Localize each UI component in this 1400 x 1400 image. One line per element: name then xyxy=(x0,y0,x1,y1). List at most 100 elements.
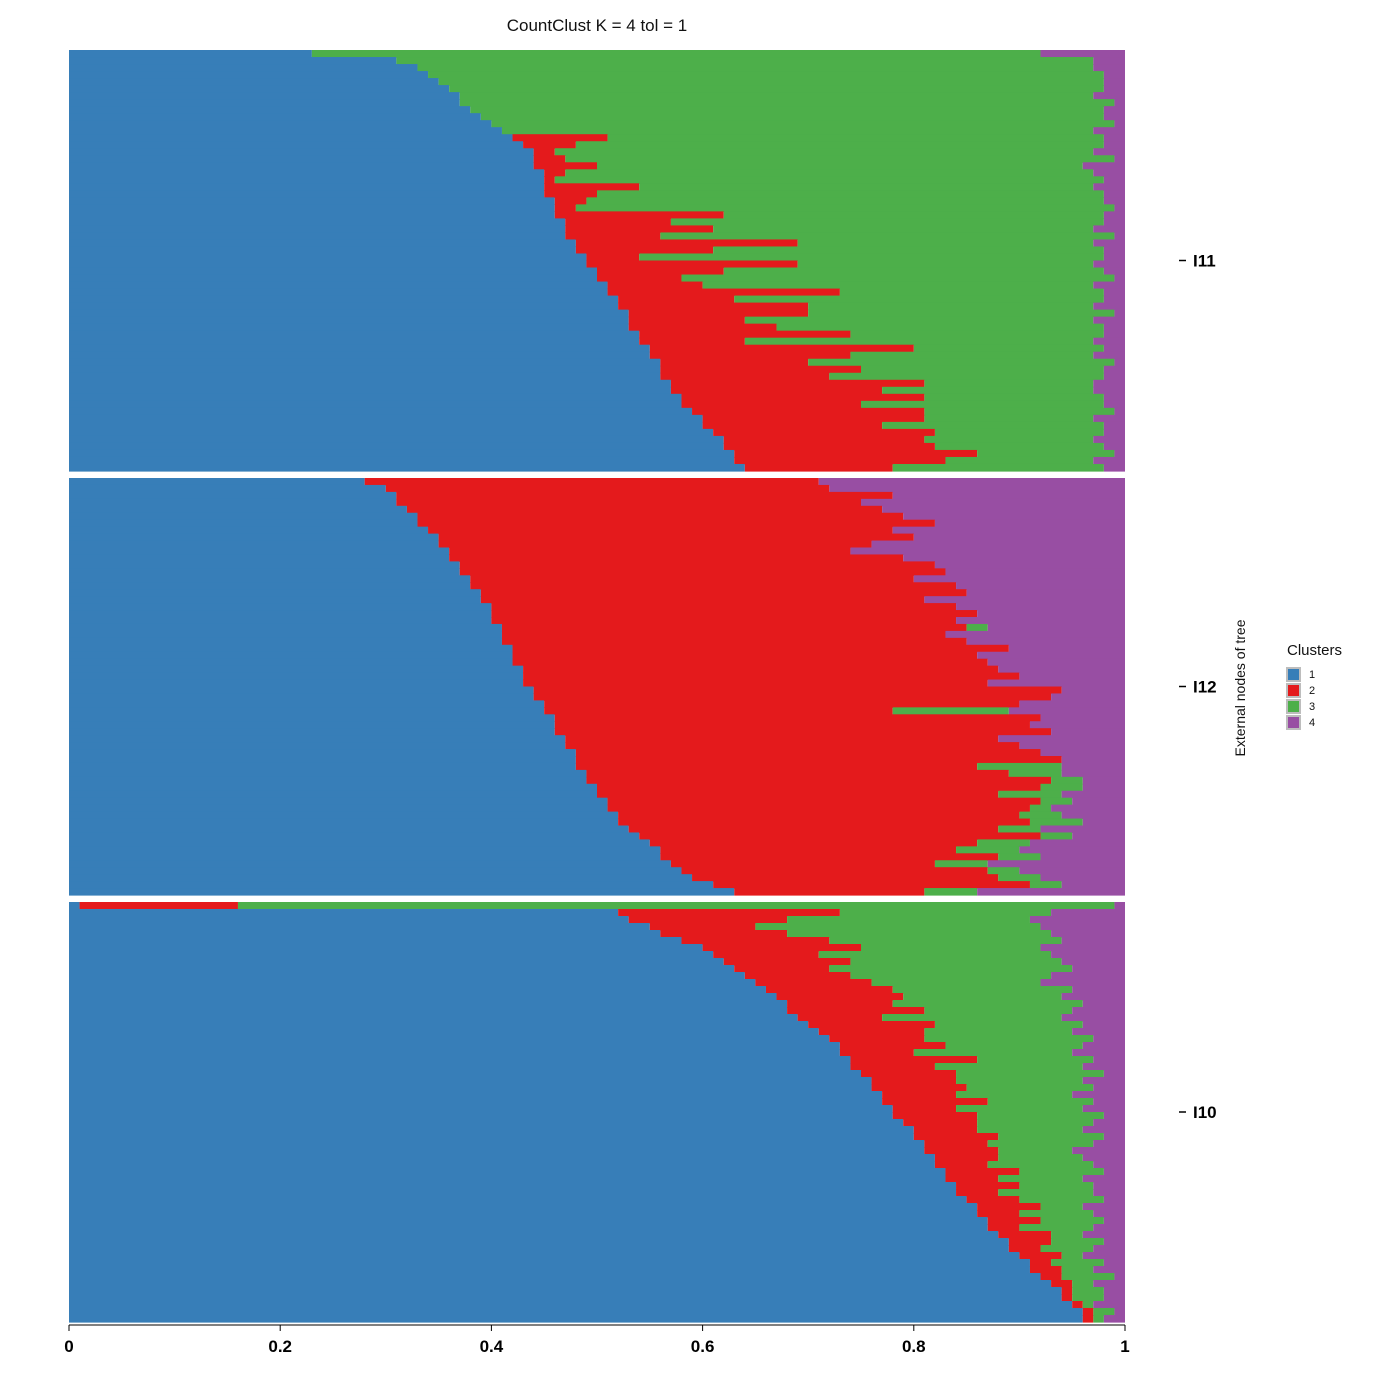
bar-segment-cluster-1 xyxy=(69,1266,1030,1274)
bar-segment-cluster-4 xyxy=(1051,972,1125,980)
bar-segment-cluster-4 xyxy=(1040,874,1125,882)
bar-segment-cluster-4 xyxy=(1103,1070,1125,1078)
bar-segment-cluster-4 xyxy=(1093,1224,1125,1232)
bar-segment-cluster-2 xyxy=(501,637,967,646)
bar-segment-cluster-3 xyxy=(1082,1301,1094,1309)
bar-segment-cluster-1 xyxy=(69,449,735,458)
bar-segment-cluster-3 xyxy=(934,1063,1083,1071)
legend-swatch-2 xyxy=(1288,685,1299,696)
bar-segment-cluster-3 xyxy=(1029,818,1083,827)
bar-segment-cluster-2 xyxy=(734,965,830,973)
bar-segment-cluster-4 xyxy=(998,665,1125,674)
bar-segment-cluster-3 xyxy=(998,853,1041,861)
bar-segment-cluster-2 xyxy=(512,134,608,142)
bar-segment-cluster-1 xyxy=(69,1217,988,1225)
bar-segment-cluster-2 xyxy=(839,1049,914,1057)
bar-segment-cluster-4 xyxy=(1093,414,1125,423)
bar-segment-cluster-4 xyxy=(1114,407,1125,416)
legend-label-1: 1 xyxy=(1309,669,1315,681)
bar-segment-cluster-2 xyxy=(586,769,1009,778)
bar-segment-cluster-1 xyxy=(69,1231,999,1239)
bar-segment-cluster-1 xyxy=(69,1007,788,1015)
bar-segment-cluster-2 xyxy=(533,686,1062,695)
bar-segment-cluster-4 xyxy=(829,484,1125,493)
bar-segment-cluster-3 xyxy=(1019,1224,1094,1232)
bar-segment-cluster-2 xyxy=(956,1189,999,1197)
bar-segment-cluster-2 xyxy=(586,776,1052,785)
bar-segment-cluster-3 xyxy=(924,435,1094,444)
bar-segment-cluster-2 xyxy=(628,316,745,325)
bar-segment-cluster-4 xyxy=(1093,386,1125,395)
bar-segment-cluster-2 xyxy=(702,421,883,430)
bar-segment-cluster-1 xyxy=(69,134,513,142)
bar-segment-cluster-3 xyxy=(945,456,1094,465)
bar-segment-cluster-4 xyxy=(1029,839,1125,847)
bar-segment-cluster-1 xyxy=(69,714,555,722)
bar-segment-cluster-2 xyxy=(512,644,1009,653)
bar-segment-cluster-2 xyxy=(713,428,935,437)
bar-segment-cluster-2 xyxy=(565,742,1020,750)
bar-segment-cluster-3 xyxy=(945,1042,1083,1050)
bar-segment-cluster-4 xyxy=(1114,1273,1125,1281)
bar-segment-cluster-4 xyxy=(903,554,1125,562)
bar-segment-cluster-1 xyxy=(69,923,650,931)
bar-segment-cluster-4 xyxy=(1082,1021,1125,1029)
bar-segment-cluster-3 xyxy=(491,120,1115,128)
bar-segment-cluster-1 xyxy=(69,630,502,639)
bar-segment-cluster-4 xyxy=(1072,797,1125,806)
bar-segment-cluster-2 xyxy=(977,1210,1020,1218)
bar-segment-cluster-4 xyxy=(882,505,1125,514)
bar-segment-cluster-1 xyxy=(69,505,407,514)
bar-segment-cluster-4 xyxy=(1082,1000,1125,1008)
bar-segment-cluster-2 xyxy=(639,330,851,339)
bar-segment-cluster-1 xyxy=(69,379,671,388)
bar-segment-cluster-3 xyxy=(966,623,988,632)
bar-segment-cluster-3 xyxy=(1029,804,1052,813)
bar-segment-cluster-3 xyxy=(998,874,1041,882)
bar-segment-cluster-1 xyxy=(69,1175,946,1183)
bar-segment-cluster-1 xyxy=(69,78,439,86)
x-tick-label: 0.8 xyxy=(902,1337,926,1356)
bar-segment-cluster-1 xyxy=(69,735,566,743)
bar-segment-cluster-4 xyxy=(1103,344,1125,353)
bar-segment-cluster-1 xyxy=(69,512,418,521)
bar-segment-cluster-4 xyxy=(1093,64,1125,72)
bar-segment-cluster-3 xyxy=(1061,1266,1094,1274)
bar-segment-cluster-2 xyxy=(512,658,988,667)
bar-segment-cluster-2 xyxy=(1019,1252,1062,1260)
bar-segment-cluster-2 xyxy=(533,155,566,163)
bar-segment-cluster-2 xyxy=(713,881,1030,889)
bar-segment-cluster-2 xyxy=(660,853,999,861)
bar-segment-cluster-2 xyxy=(544,700,1020,708)
bar-segment-cluster-4 xyxy=(1103,71,1125,79)
bar-segment-cluster-1 xyxy=(69,1224,988,1232)
bar-segment-cluster-1 xyxy=(69,700,545,708)
bar-segment-cluster-1 xyxy=(69,92,460,100)
bar-segment-cluster-1 xyxy=(69,169,545,177)
bar-segment-cluster-1 xyxy=(69,986,766,994)
bar-segment-cluster-2 xyxy=(660,365,861,374)
bar-segment-cluster-1 xyxy=(69,776,587,785)
bar-segment-cluster-2 xyxy=(575,749,1041,757)
bar-segment-cluster-2 xyxy=(544,183,640,191)
bar-segment-cluster-1 xyxy=(69,1063,851,1071)
bar-segment-cluster-1 xyxy=(69,372,661,381)
bar-segment-cluster-2 xyxy=(649,344,914,353)
bar-segment-cluster-1 xyxy=(69,658,513,667)
bar-segment-cluster-3 xyxy=(829,965,1073,973)
bar-segment-cluster-2 xyxy=(871,1084,967,1092)
bar-segment-cluster-2 xyxy=(491,603,957,611)
bar-segment-cluster-1 xyxy=(69,846,661,854)
bar-segment-cluster-2 xyxy=(597,783,1041,792)
bar-segment-cluster-3 xyxy=(1040,797,1073,806)
bar-segment-cluster-1 xyxy=(69,1056,851,1064)
bar-segment-cluster-2 xyxy=(480,589,967,597)
bar-segment-cluster-2 xyxy=(1008,1238,1052,1246)
bar-segment-cluster-4 xyxy=(1093,1035,1125,1043)
bar-segment-cluster-4 xyxy=(903,512,1125,521)
bar-segment-cluster-4 xyxy=(1072,1007,1125,1015)
bar-segment-cluster-2 xyxy=(586,260,798,269)
bar-segment-cluster-1 xyxy=(69,686,534,695)
bar-segment-cluster-1 xyxy=(69,1035,830,1043)
bar-segment-cluster-4 xyxy=(1114,155,1125,163)
